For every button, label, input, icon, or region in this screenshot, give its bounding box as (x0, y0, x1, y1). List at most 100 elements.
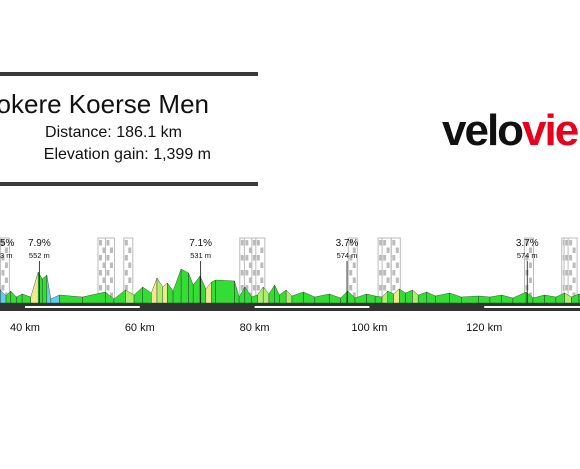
cobble-stone (124, 285, 128, 291)
cobble-stone (240, 285, 244, 291)
cobble-stone (349, 270, 353, 276)
profile-segment (314, 293, 330, 304)
cobble-stone (383, 255, 387, 261)
cobble-stone (240, 240, 244, 246)
cobble-stone (124, 240, 128, 246)
x-tick-label: 40 km (10, 322, 40, 334)
cobble-stone (240, 255, 244, 261)
title-bottom-rule (0, 182, 258, 186)
cobble-stone (260, 262, 264, 268)
climb-annotation-4: 3.7% 574 m (516, 238, 539, 303)
profile-segment (46, 274, 52, 304)
cobble-stone (252, 255, 256, 261)
cobble-stone (128, 277, 132, 283)
profile-segment (374, 295, 383, 304)
cobble-sector-frame (567, 237, 578, 302)
profile-segment (38, 271, 43, 304)
profile-segment (329, 293, 341, 304)
climb-annotation-0: 5%3 m (0, 238, 15, 260)
profile-segment (268, 284, 275, 304)
cobble-stone (102, 247, 106, 253)
profile-segment (156, 277, 163, 304)
cobble-stone (109, 262, 113, 268)
cobble-stone (379, 285, 383, 291)
cobble-stone (386, 247, 390, 253)
cobble-stone (106, 240, 110, 246)
cobble-stone (102, 277, 106, 283)
x-tick-label: 120 km (466, 322, 502, 334)
cobble-stone (572, 247, 576, 253)
cobble-sector-marker-10 (381, 237, 392, 302)
baseline-segment-0 (25, 306, 140, 308)
cobble-stone (528, 247, 532, 253)
cobble-stone (525, 255, 529, 261)
cobble-stone (1, 270, 5, 276)
climb-gradient-label: 7.9% (28, 238, 51, 249)
cobble-stone (256, 240, 260, 246)
cobble-stone (109, 292, 113, 298)
cobble-stone (386, 262, 390, 268)
cobble-stone (106, 255, 110, 261)
profile-segment (405, 289, 413, 304)
profile-segment (340, 290, 348, 304)
cobble-stone (248, 262, 252, 268)
logo-part-velo: velo (442, 106, 524, 155)
logo-part-vie: vie (522, 106, 579, 155)
cobble-stone (260, 277, 264, 283)
cobble-stone (392, 255, 396, 261)
race-elevation-gain: Elevation gain: 1,399 m (43, 146, 211, 163)
climb-annotation-1: 7.9% 552 m (28, 238, 51, 303)
profile-segment (512, 291, 527, 304)
profile-segment (113, 289, 126, 304)
cobble-stone (106, 270, 110, 276)
profile-segment (82, 291, 106, 304)
cobble-stone (124, 255, 128, 261)
cobble-stone (379, 270, 383, 276)
cobble-stone (248, 277, 252, 283)
profile-segment (30, 271, 39, 304)
cobble-stone (349, 255, 353, 261)
cobble-stone (525, 240, 529, 246)
cobble-stone (256, 270, 260, 276)
profile-segment (59, 294, 83, 304)
cobble-stone (386, 277, 390, 283)
cobble-stone (565, 285, 569, 291)
cobble-sector-marker-15 (567, 237, 578, 302)
profile-segment (489, 294, 502, 304)
profile-segment (412, 289, 419, 304)
profile-segment (449, 292, 462, 304)
cobble-stone (395, 247, 399, 253)
cobble-stone (252, 240, 256, 246)
profile-segment (274, 284, 280, 304)
cobble-stone (245, 285, 249, 291)
cobble-stone (565, 255, 569, 261)
cobble-stone (569, 255, 573, 261)
cobble-stone (4, 247, 8, 253)
profile-segment (366, 293, 376, 304)
cobble-stone (98, 240, 102, 246)
cobble-stone (572, 292, 576, 298)
cobble-stone (565, 240, 569, 246)
climb-length-label: 531 m (190, 251, 211, 260)
cobble-stone (260, 247, 264, 253)
profile-segment (16, 293, 23, 304)
cobble-stone (572, 262, 576, 268)
title-top-rule (0, 72, 258, 76)
profile-segment (42, 274, 47, 304)
cobble-stone (256, 285, 260, 291)
cobble-stone (565, 270, 569, 276)
profile-segment (285, 289, 293, 304)
cobble-stone (383, 240, 387, 246)
cobble-stone (245, 240, 249, 246)
cobble-stone (4, 262, 8, 268)
cobble-stone (349, 240, 353, 246)
cobble-stone (106, 285, 110, 291)
cobble-stone (352, 277, 356, 283)
profile-segment (215, 279, 235, 304)
cobble-stone (569, 240, 573, 246)
cobble-stone (528, 262, 532, 268)
cobble-stone (98, 285, 102, 291)
profile-segment (303, 291, 316, 304)
climb-length-label: 3 m (0, 251, 13, 260)
